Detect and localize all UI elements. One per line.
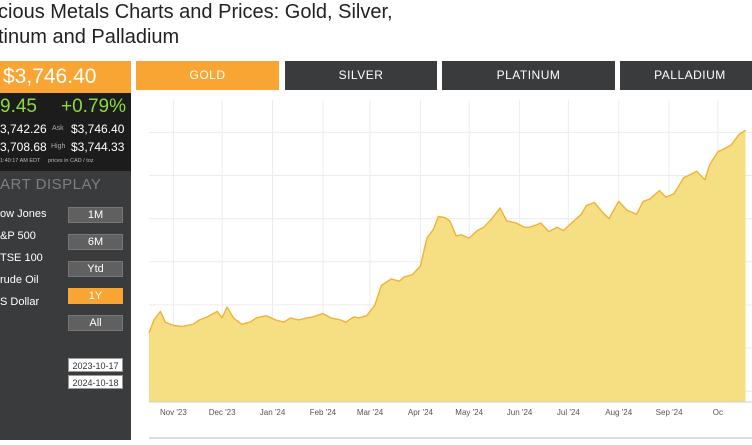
x-tick-label: Jun '24 bbox=[507, 408, 533, 417]
x-tick-label: Jul '24 bbox=[557, 408, 580, 417]
overlay-tsx-100[interactable]: TSE 100 bbox=[0, 252, 43, 264]
overlay-us-dollar[interactable]: S Dollar bbox=[0, 296, 40, 308]
x-tick-label: Jan '24 bbox=[260, 408, 286, 417]
tab-palladium[interactable]: PALLADIUM bbox=[620, 61, 752, 90]
price-chart-svg: Nov '23 Dec '23 Jan '24 Feb '24 Mar '24 Apr '… bbox=[148, 100, 752, 439]
high-value: $3,744.33 bbox=[71, 140, 125, 154]
end-date-field[interactable]: 2024-10-18 bbox=[68, 375, 123, 389]
x-tick-label: Mar '24 bbox=[357, 408, 384, 417]
x-tick-label: Apr '24 bbox=[408, 408, 434, 417]
overlay-sp-500[interactable]: &P 500 bbox=[0, 230, 36, 242]
page-title: cious Metals Charts and Prices: Gold, Si… bbox=[0, 1, 393, 48]
sidebar: $3,746.40 9.45 +0.79% 3,742.26 Ask $3,74… bbox=[0, 61, 131, 440]
tab-platinum[interactable]: PLATINUM bbox=[442, 61, 615, 90]
overlay-dow-jones[interactable]: ow Jones bbox=[0, 208, 47, 220]
tab-silver[interactable]: SILVER bbox=[285, 61, 437, 90]
high-label: High bbox=[51, 143, 66, 150]
x-tick-label: Feb '24 bbox=[310, 408, 337, 417]
range-1m-button[interactable]: 1M bbox=[68, 207, 123, 223]
price-change-percent: +0.79% bbox=[61, 96, 126, 117]
tab-gold[interactable]: GOLD bbox=[136, 61, 279, 90]
x-tick-label: Sep '24 bbox=[656, 408, 683, 417]
price-line bbox=[148, 129, 746, 334]
range-6m-button[interactable]: 6M bbox=[68, 234, 123, 250]
start-date-field[interactable]: 2023-10-17 bbox=[68, 358, 123, 372]
x-tick-label: Nov '23 bbox=[160, 408, 187, 417]
range-ytd-button[interactable]: Ytd bbox=[68, 261, 123, 277]
chart-display-title: ART DISPLAY bbox=[0, 176, 102, 193]
range-all-button[interactable]: All bbox=[68, 315, 123, 331]
price-area bbox=[149, 130, 746, 402]
range-1y-button[interactable]: 1Y bbox=[68, 288, 123, 304]
bid-value: 3,742.26 bbox=[0, 122, 47, 136]
x-tick-label: Dec '23 bbox=[209, 408, 236, 417]
x-tick-label: May '24 bbox=[455, 408, 483, 417]
currency-note: prices in CAD / toz bbox=[48, 158, 94, 164]
quote-time: 1:40:17 AM EDT bbox=[0, 158, 41, 164]
x-tick-label: Aug '24 bbox=[605, 408, 632, 417]
overlay-crude-oil[interactable]: rude Oil bbox=[0, 274, 39, 286]
price-box: $3,746.40 bbox=[0, 61, 131, 93]
current-price: $3,746.40 bbox=[3, 65, 97, 88]
ask-value: $3,746.40 bbox=[71, 122, 125, 136]
low-value: 3,708.68 bbox=[0, 140, 47, 154]
price-change: 9.45 bbox=[0, 96, 37, 117]
quote-panel: 9.45 +0.79% 3,742.26 Ask $3,746.40 3,708… bbox=[0, 93, 131, 171]
price-chart: Nov '23 Dec '23 Jan '24 Feb '24 Mar '24 Apr '… bbox=[131, 90, 752, 440]
ask-label: Ask bbox=[52, 125, 64, 132]
x-tick-label: Oc bbox=[713, 408, 723, 417]
